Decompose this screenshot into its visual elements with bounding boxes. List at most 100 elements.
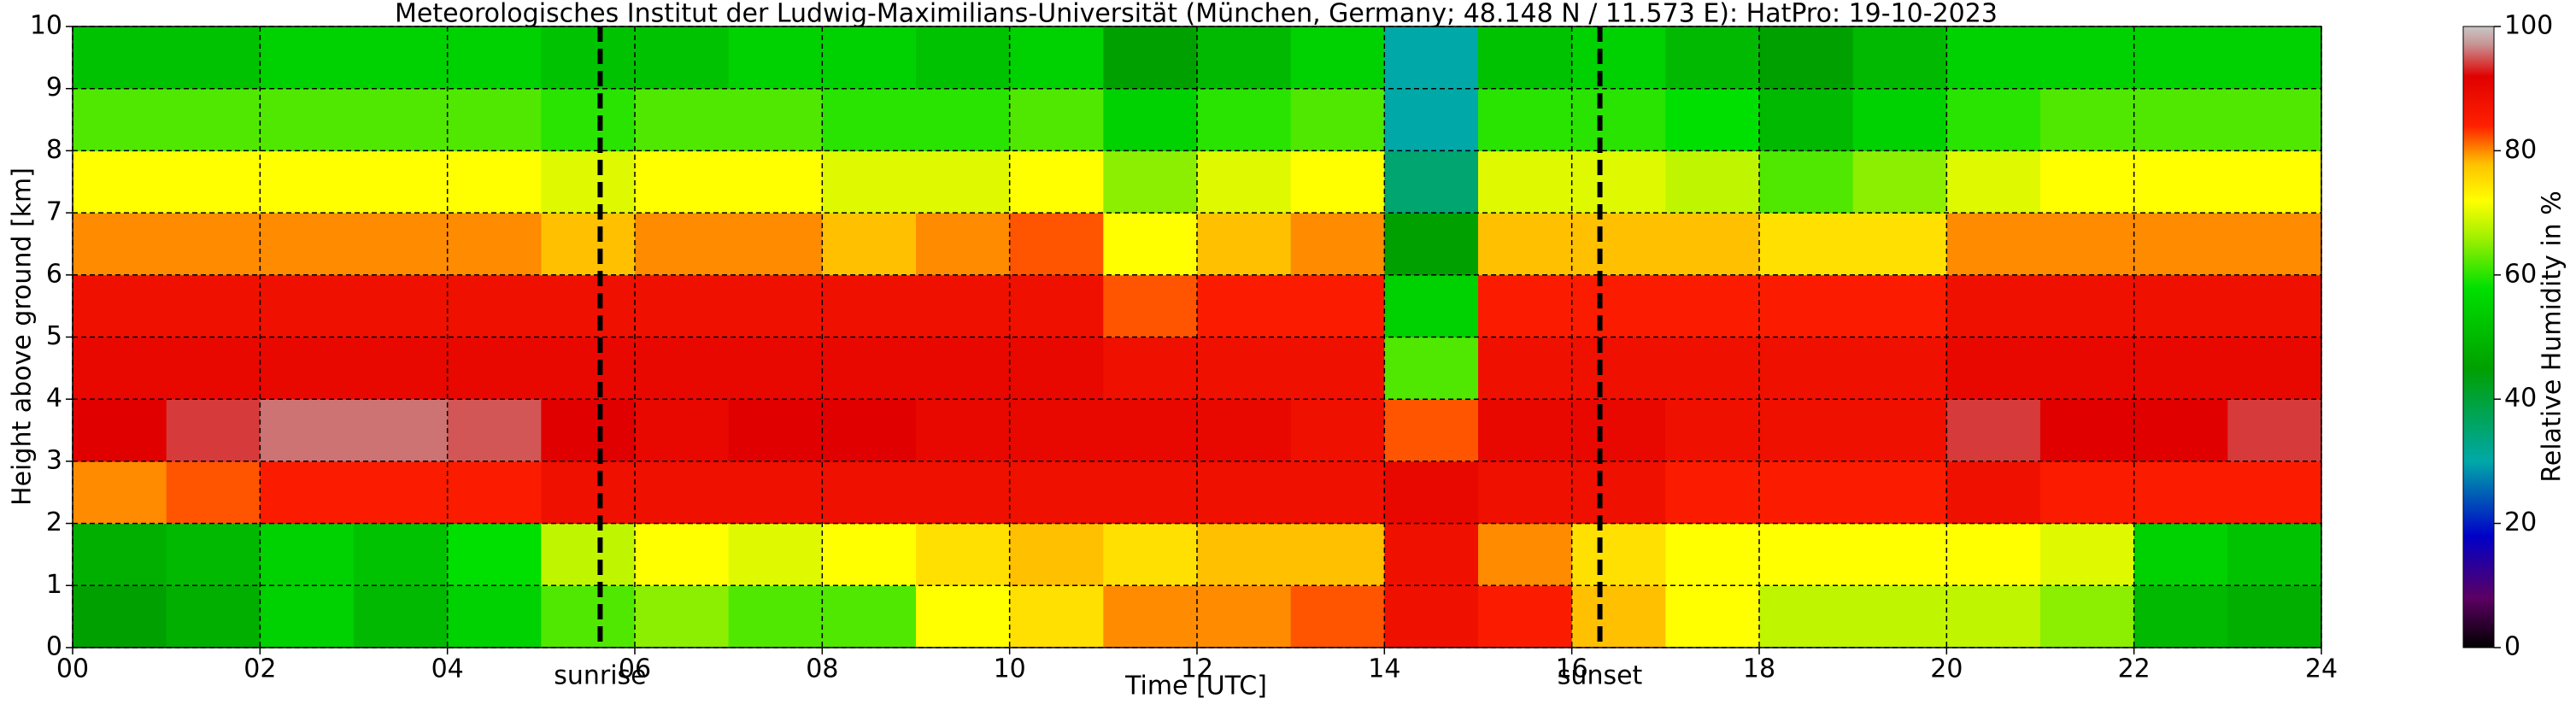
heatmap-cell [1759, 150, 1854, 214]
heatmap-cell [1290, 150, 1385, 214]
y-tick-label: 6 [46, 259, 62, 289]
heatmap-cell [73, 399, 167, 462]
heatmap-cell [1759, 274, 1854, 337]
heatmap-cell [916, 585, 1011, 648]
heatmap-cell [1571, 337, 1666, 400]
heatmap-cell [1103, 585, 1198, 648]
heatmap-cell [260, 274, 355, 337]
heatmap-cell [1478, 461, 1573, 525]
heatmap-cell [2040, 337, 2135, 400]
heatmap-cell [1571, 26, 1666, 90]
heatmap-cell [447, 150, 542, 214]
heatmap-cell [2227, 461, 2322, 525]
heatmap-cell [1665, 337, 1760, 400]
heatmap-cell [1571, 213, 1666, 276]
x-tick-label: 22 [2118, 654, 2151, 684]
heatmap-cell [541, 399, 636, 462]
heatmap-cell [728, 585, 823, 648]
heatmap-cell [166, 399, 261, 462]
heatmap-cell [1009, 585, 1104, 648]
heatmap-cell [1384, 523, 1479, 586]
colorbar-tick-label: 80 [2504, 135, 2537, 165]
heatmap-cell [2227, 585, 2322, 648]
heatmap-cell [1946, 88, 2041, 151]
heatmap-cell [166, 274, 261, 337]
heatmap-cell [2040, 150, 2135, 214]
heatmap-cell [1478, 213, 1573, 276]
heatmap-cell [1946, 585, 2041, 648]
heatmap-cell [1197, 585, 1292, 648]
heatmap-cell [1009, 26, 1104, 90]
heatmap-cell [2133, 399, 2228, 462]
heatmap-cell [2227, 274, 2322, 337]
heatmap-cell [2133, 523, 2228, 586]
heatmap-cell [260, 88, 355, 151]
heatmap-cell [1009, 150, 1104, 214]
colorbar-tick-label: 0 [2504, 632, 2520, 662]
y-tick-label: 7 [46, 197, 62, 227]
colorbar-tick-label: 60 [2504, 259, 2537, 289]
heatmap-cell [447, 585, 542, 648]
heatmap-cell [447, 88, 542, 151]
heatmap-cell [166, 150, 261, 214]
heatmap-cell [916, 337, 1011, 400]
heatmap-cell [354, 585, 449, 648]
heatmap-cell [260, 26, 355, 90]
heatmap-cell [354, 26, 449, 90]
heatmap-cell [1103, 337, 1198, 400]
y-tick-label: 8 [46, 135, 62, 165]
heatmap-cell [260, 399, 355, 462]
heatmap-cell [447, 399, 542, 462]
heatmap-cell [1946, 337, 2041, 400]
heatmap-cell [354, 213, 449, 276]
heatmap-cell [1571, 88, 1666, 151]
heatmap-cell [822, 461, 917, 525]
heatmap-cell [2040, 461, 2135, 525]
heatmap-cell [1009, 399, 1104, 462]
heatmap-cell [541, 213, 636, 276]
heatmap-cell [447, 213, 542, 276]
heatmap-cell [1665, 461, 1760, 525]
heatmap-cell [1197, 26, 1292, 90]
heatmap-cell [541, 337, 636, 400]
x-tick-label: 00 [56, 654, 89, 684]
colorbar-tick-label: 20 [2504, 507, 2537, 537]
heatmap-cell [1197, 274, 1292, 337]
heatmap-cell [1852, 88, 1947, 151]
heatmap-cell [2040, 399, 2135, 462]
heatmap-cell [1103, 523, 1198, 586]
heatmap-cell [1571, 461, 1666, 525]
heatmap-cell [2040, 213, 2135, 276]
heatmap-cell [635, 88, 730, 151]
heatmap-cell [166, 26, 261, 90]
x-tick-label: 14 [1368, 654, 1400, 684]
heatmap-cell [1946, 523, 2041, 586]
heatmap-cell [1197, 337, 1292, 400]
heatmap-cell [1571, 585, 1666, 648]
colorbar-segment [2463, 287, 2494, 369]
heatmap-cell [1009, 461, 1104, 525]
x-tick-label: 04 [431, 654, 464, 684]
heatmap-cell [73, 585, 167, 648]
heatmap-cell [1852, 274, 1947, 337]
colorbar-segment [2463, 26, 2494, 46]
heatmap-cell [1384, 585, 1479, 648]
heatmap-cell [916, 523, 1011, 586]
heatmap-cell [1384, 150, 1479, 214]
heatmap-cell [1384, 88, 1479, 151]
heatmap-cell [260, 523, 355, 586]
colorbar-segment [2463, 238, 2494, 288]
heatmap-cell [73, 274, 167, 337]
heatmap-cell [822, 88, 917, 151]
heatmap-cell [1759, 213, 1854, 276]
heatmap-cell [1665, 26, 1760, 90]
heatmap-cell [2227, 213, 2322, 276]
heatmap-cell [1197, 150, 1292, 214]
heatmap-cell [1103, 461, 1198, 525]
heatmap-cell [2133, 150, 2228, 214]
heatmap-cell [1290, 274, 1385, 337]
heatmap-cell [916, 88, 1011, 151]
heatmap-cell [916, 213, 1011, 276]
heatmap-cell [354, 88, 449, 151]
